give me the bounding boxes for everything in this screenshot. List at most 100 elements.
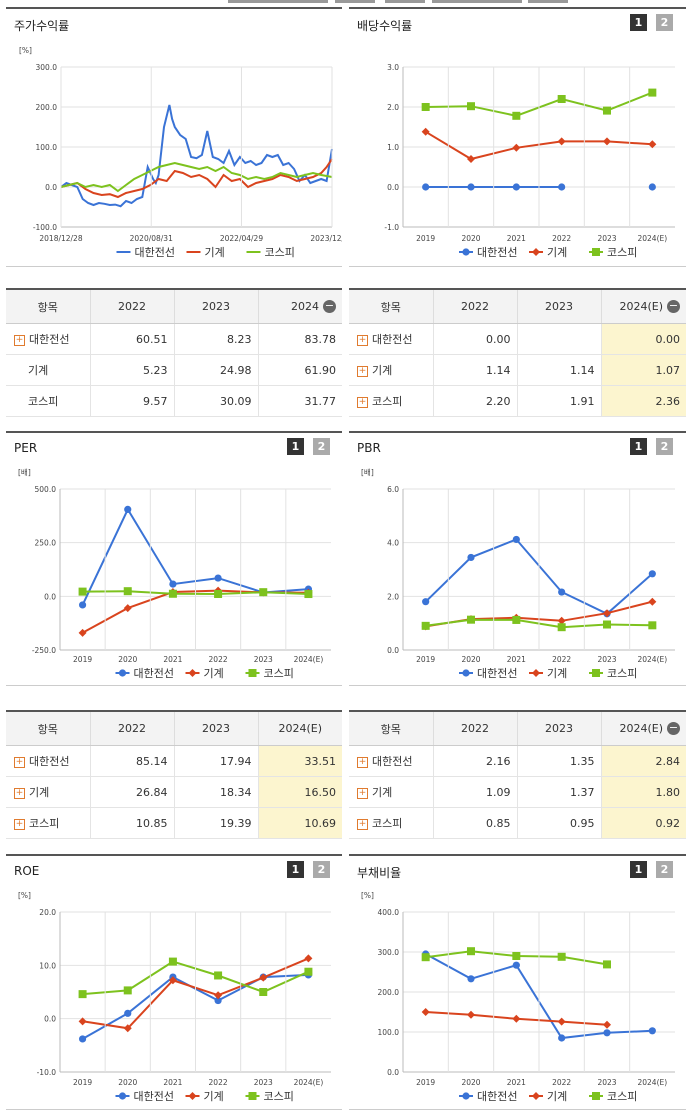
row-label-text: 기계	[29, 786, 50, 799]
table-cell: 83.78	[258, 323, 342, 355]
header-label: 2022	[118, 722, 146, 735]
column-header-year: 2023	[174, 710, 259, 746]
expand-icon[interactable]: +	[357, 756, 368, 768]
data-point-기계	[168, 976, 177, 985]
view-2-button[interactable]: 2	[656, 438, 673, 455]
expand-icon[interactable]: +	[357, 334, 368, 346]
table-row: + 코스피 0.85 0.95 0.92	[349, 807, 686, 839]
table-cell: 8.23	[174, 323, 259, 355]
view-1-button[interactable]: 1	[630, 14, 647, 31]
column-header-item: 항목	[349, 288, 434, 324]
table-row: + 대한전선 60.51 8.23 83.78	[6, 323, 342, 355]
table-cell: 1.37	[517, 776, 602, 808]
x-tick-label: 2019	[73, 1078, 92, 1087]
expand-icon[interactable]: +	[14, 334, 25, 346]
dividend-panel: 배당수익률 1 2 3.0 2.0 1.0 0.0 -1.0 2019 2020 2021 20…	[349, 7, 686, 267]
data-point-코스피	[467, 947, 475, 956]
legend-label: 코스피	[607, 246, 637, 259]
legend-label: 기계	[204, 667, 224, 680]
header-label: 2022	[461, 300, 489, 313]
header-label: 항목	[37, 722, 58, 736]
row-label-text: 대한전선	[372, 755, 413, 768]
legend-label: 대한전선	[134, 667, 174, 680]
x-tick-label: 2020	[461, 1078, 480, 1087]
pbr-table: 항목 2022 2023 2024(E) − + 대한전선 2.16 1.35 2.84 + 기계 1.…	[349, 710, 686, 839]
data-point-코스피	[168, 589, 177, 598]
legend-marker-기계	[188, 1092, 197, 1100]
y-tick-label: 20.0	[39, 908, 56, 917]
data-point-기계	[421, 127, 430, 136]
row-label: + 기계	[349, 776, 434, 808]
data-point-기계	[467, 155, 475, 163]
column-header-year: 2022	[90, 710, 175, 746]
collapse-icon[interactable]: −	[323, 299, 336, 314]
data-point-대한전선	[512, 961, 520, 969]
view-1-button[interactable]: 1	[287, 438, 304, 455]
y-tick-label: 2.0	[387, 592, 399, 601]
x-tick-label: 2021	[507, 234, 526, 243]
x-tick-label: 2024(E)	[294, 655, 324, 664]
legend-label: 대한전선	[477, 246, 517, 259]
table-cell: 0.00	[601, 323, 686, 355]
expand-icon[interactable]: +	[357, 818, 368, 830]
data-point-대한전선	[512, 535, 520, 544]
data-point-대한전선	[169, 580, 177, 588]
table-cell: 61.90	[258, 354, 342, 386]
table-cell: 26.84	[90, 776, 175, 808]
data-point-대한전선	[78, 601, 87, 609]
expand-icon[interactable]: +	[14, 818, 25, 830]
column-header-year: 2023	[517, 710, 602, 746]
view-2-button[interactable]: 2	[656, 14, 673, 31]
data-point-대한전선	[78, 1035, 87, 1043]
row-label-text: 코스피	[29, 817, 60, 830]
view-2-button[interactable]: 2	[656, 861, 673, 878]
y-tick-label: 1.0	[387, 143, 399, 152]
row-label-text: 기계	[372, 364, 393, 377]
view-2-button[interactable]: 2	[313, 438, 330, 455]
expand-icon[interactable]: +	[357, 365, 368, 377]
legend-label: 대한전선	[134, 1090, 174, 1103]
data-point-대한전선	[558, 183, 566, 191]
y-tick-label: 6.0	[387, 485, 399, 494]
pbr-chart: [배] 6.0 4.0 2.0 0.0 2019 2020 2021 2022 2023 2024(…	[361, 468, 675, 680]
series-line-코스피	[60, 161, 333, 193]
y-tick-label: 2.0	[387, 103, 399, 112]
legend-label: 코스피	[265, 246, 295, 259]
row-label-text: 코스피	[372, 817, 403, 830]
table-cell: 5.23	[90, 354, 175, 386]
column-header-year: 2024−	[258, 288, 342, 324]
data-point-코스피	[123, 587, 132, 596]
expand-icon[interactable]: +	[357, 787, 368, 799]
legend-label: 기계	[547, 246, 567, 259]
data-point-기계	[648, 140, 657, 149]
column-header-item: 항목	[349, 710, 434, 746]
expand-icon[interactable]: +	[14, 787, 25, 799]
row-label: + 대한전선	[349, 745, 434, 777]
table-cell: 10.85	[90, 807, 175, 839]
view-1-button[interactable]: 1	[630, 861, 647, 878]
series-line-기계	[60, 158, 333, 199]
panel-title: PER	[14, 441, 38, 455]
data-point-코스피	[214, 971, 223, 980]
data-point-대한전선	[467, 553, 475, 562]
table-cell: 9.57	[90, 385, 175, 417]
panel-title: 부채비율	[357, 866, 402, 880]
collapse-icon[interactable]: −	[667, 299, 680, 314]
x-tick-label: 2023/12/28	[310, 234, 342, 243]
view-1-button[interactable]: 1	[287, 861, 304, 878]
data-point-기계	[557, 137, 566, 146]
view-2-button[interactable]: 2	[313, 861, 330, 878]
x-tick-label: 2024(E)	[294, 1078, 324, 1087]
expand-icon[interactable]: +	[14, 756, 25, 768]
legend-label: 대한전선	[477, 1090, 517, 1103]
header-label: 항목	[380, 722, 401, 736]
collapse-icon[interactable]: −	[667, 721, 680, 736]
table-cell: 1.14	[433, 354, 518, 386]
data-point-대한전선	[558, 588, 566, 596]
y-tick-label: 250.0	[35, 539, 57, 548]
unit-label: [배]	[18, 468, 31, 477]
data-point-대한전선	[648, 1027, 656, 1035]
view-1-button[interactable]: 1	[630, 438, 647, 455]
y-tick-label: -250.0	[32, 646, 56, 655]
expand-icon[interactable]: +	[357, 396, 368, 408]
